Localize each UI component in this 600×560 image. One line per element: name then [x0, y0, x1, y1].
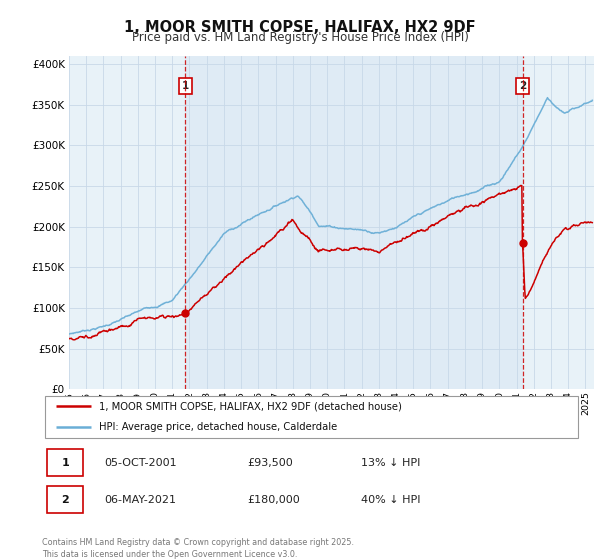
Text: 2: 2 — [61, 494, 69, 505]
Text: 40% ↓ HPI: 40% ↓ HPI — [361, 494, 420, 505]
Text: 06-MAY-2021: 06-MAY-2021 — [104, 494, 176, 505]
Text: HPI: Average price, detached house, Calderdale: HPI: Average price, detached house, Cald… — [98, 422, 337, 432]
Text: 05-OCT-2001: 05-OCT-2001 — [104, 458, 177, 468]
Text: 13% ↓ HPI: 13% ↓ HPI — [361, 458, 420, 468]
Text: 1: 1 — [182, 81, 189, 91]
Text: £180,000: £180,000 — [247, 494, 300, 505]
Text: 1, MOOR SMITH COPSE, HALIFAX, HX2 9DF (detached house): 1, MOOR SMITH COPSE, HALIFAX, HX2 9DF (d… — [98, 401, 401, 411]
Text: £93,500: £93,500 — [247, 458, 293, 468]
Text: 1, MOOR SMITH COPSE, HALIFAX, HX2 9DF: 1, MOOR SMITH COPSE, HALIFAX, HX2 9DF — [124, 20, 476, 35]
Text: Contains HM Land Registry data © Crown copyright and database right 2025.
This d: Contains HM Land Registry data © Crown c… — [42, 538, 354, 559]
FancyBboxPatch shape — [47, 486, 83, 513]
FancyBboxPatch shape — [47, 449, 83, 476]
Bar — [185, 56, 523, 389]
FancyBboxPatch shape — [45, 395, 578, 438]
Text: 2: 2 — [519, 81, 526, 91]
Text: Price paid vs. HM Land Registry's House Price Index (HPI): Price paid vs. HM Land Registry's House … — [131, 31, 469, 44]
Text: 1: 1 — [61, 458, 69, 468]
